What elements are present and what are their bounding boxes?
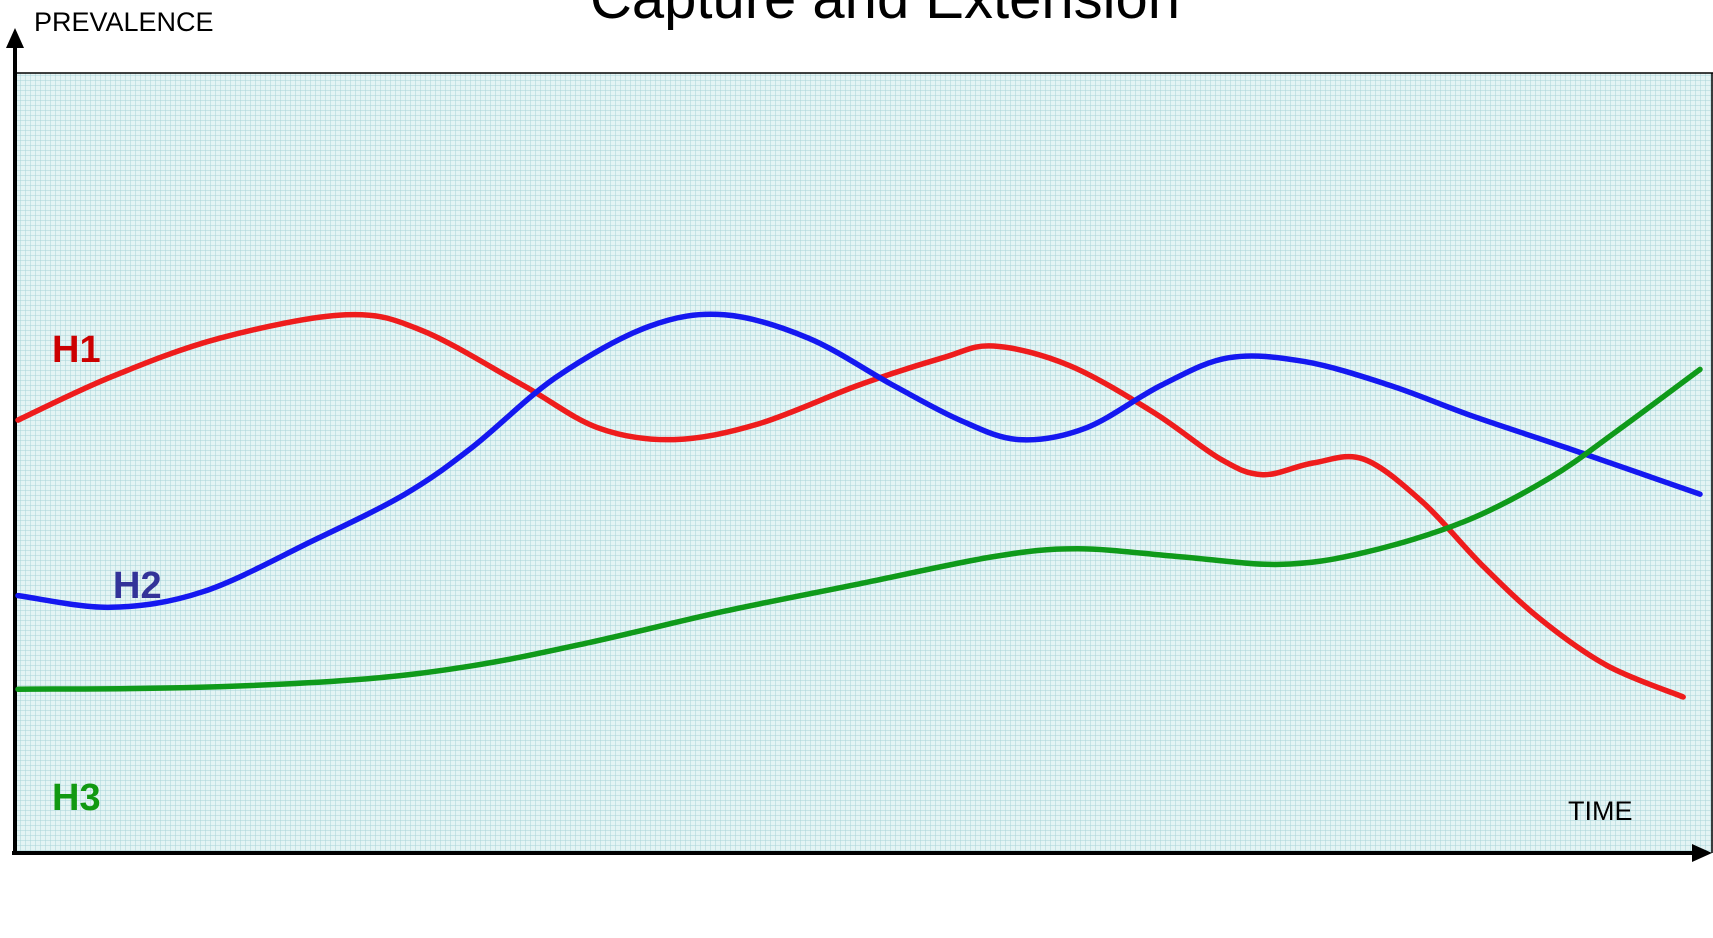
y-axis-arrow-icon (6, 28, 24, 48)
y-axis-label: PREVALENCE (34, 7, 214, 37)
x-axis-arrow-icon (1692, 844, 1712, 862)
x-axis-label: TIME (1568, 796, 1633, 826)
series-label-h2: H2 (113, 565, 162, 607)
series-label-h3: H3 (52, 777, 101, 819)
series-line-h2 (15, 311, 1703, 611)
chart-title: Capture and Extension (590, 0, 1180, 31)
series-line-h1 (15, 311, 1686, 700)
series-label-h1: H1 (52, 329, 101, 371)
series-line-h3 (15, 366, 1703, 692)
plot-area (15, 73, 1713, 853)
